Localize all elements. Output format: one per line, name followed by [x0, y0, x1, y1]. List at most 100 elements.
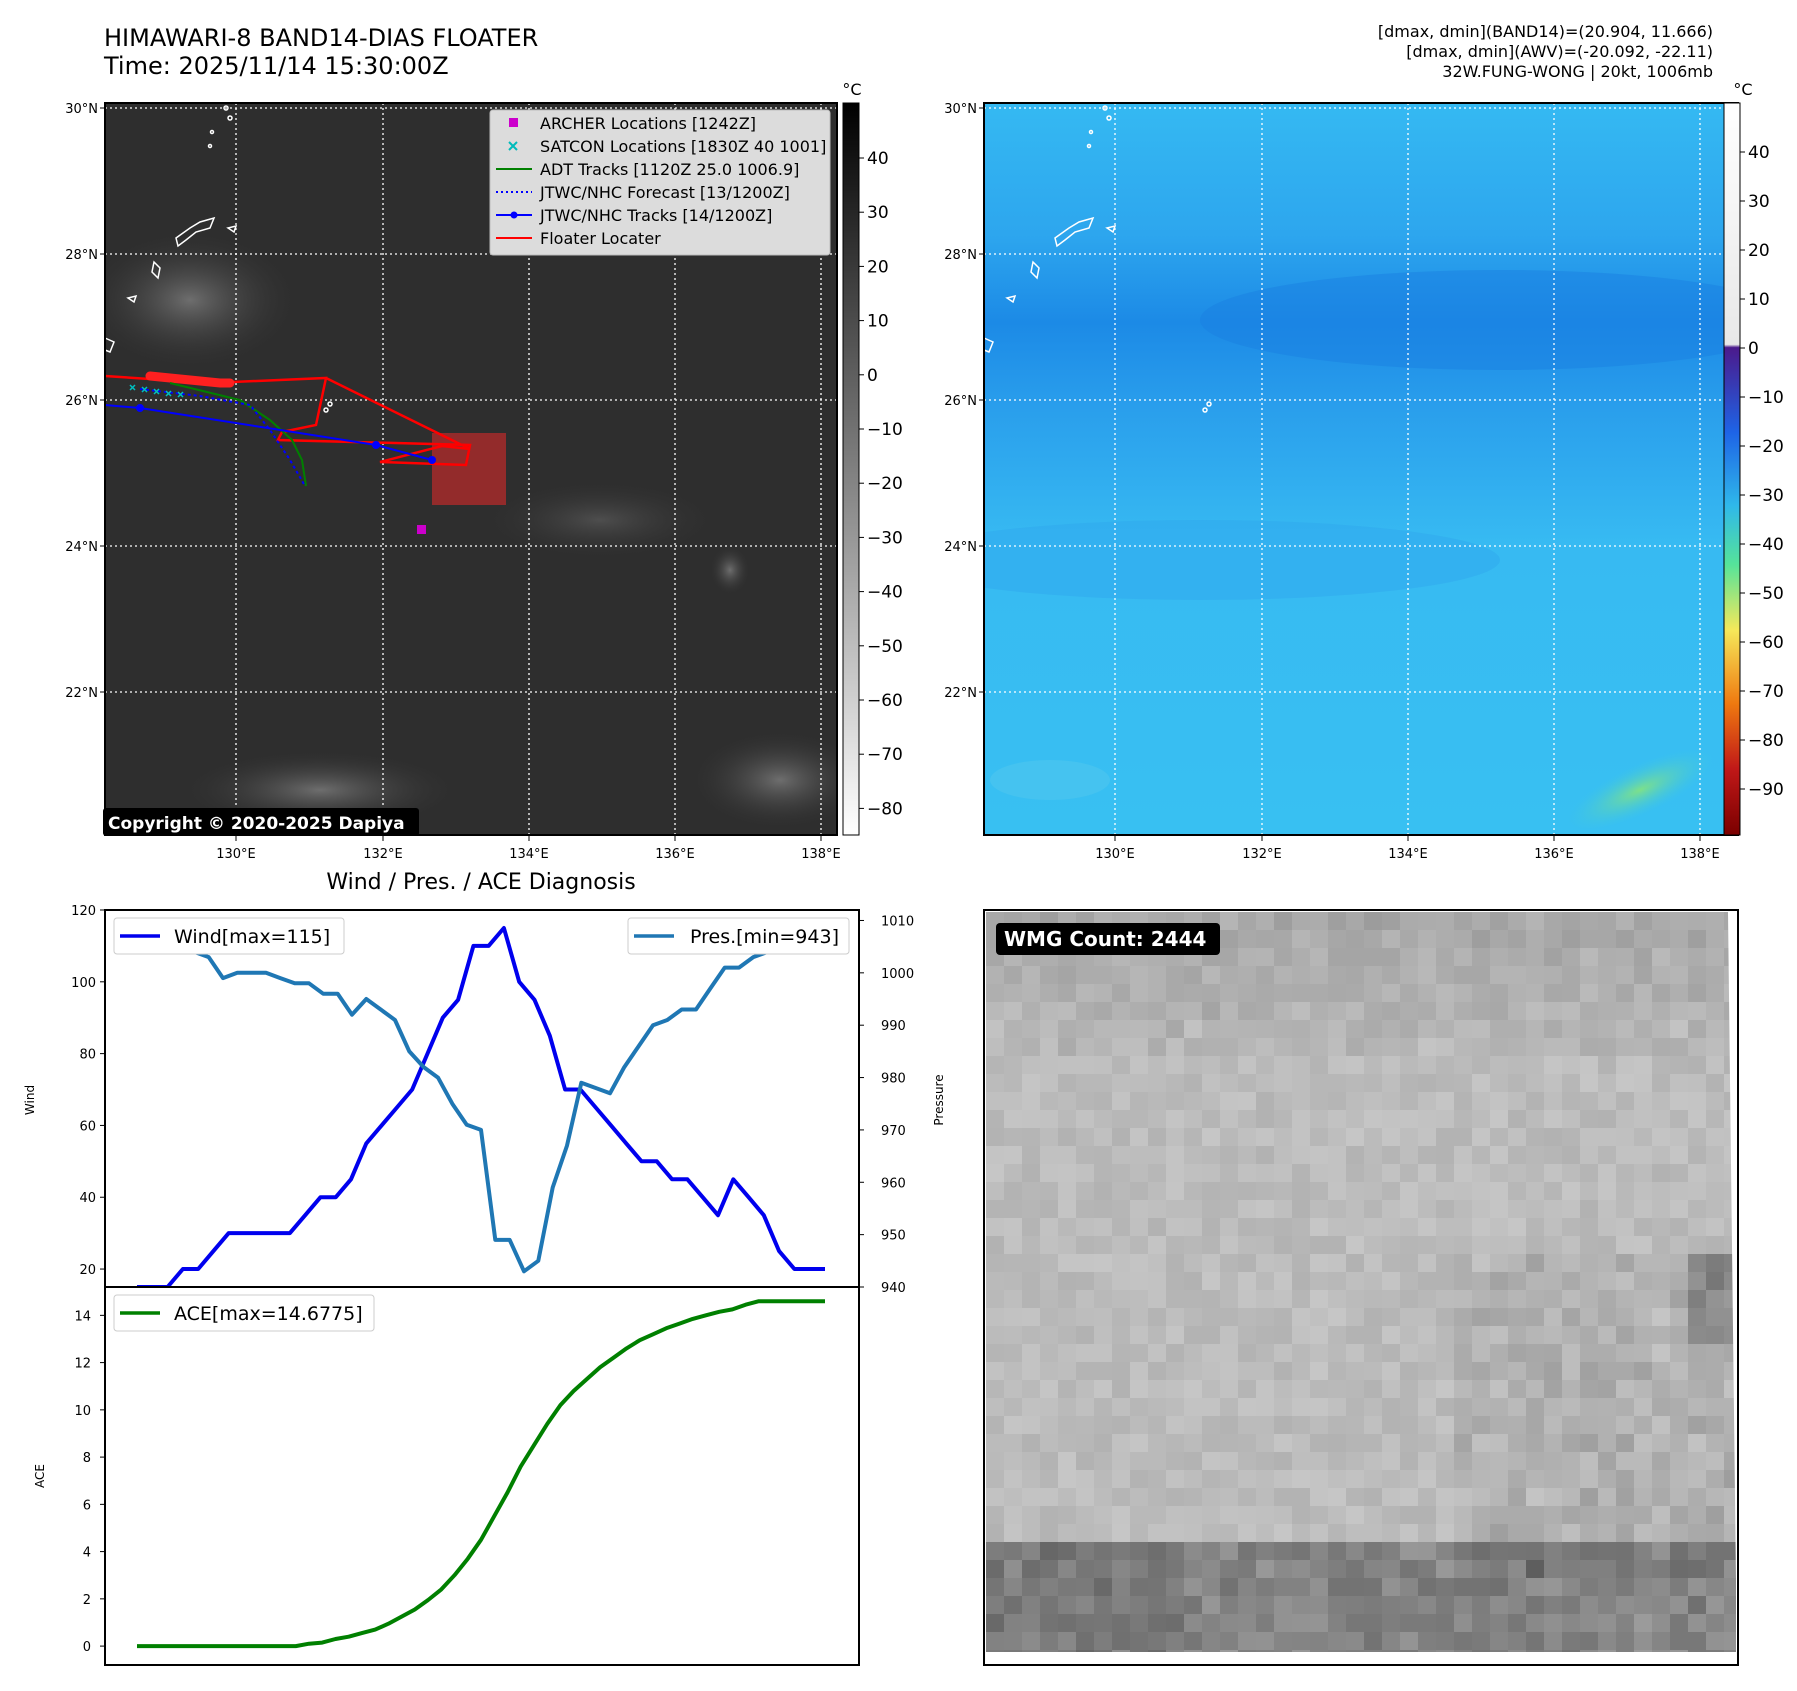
wmg-cell — [1004, 1290, 1022, 1308]
wmg-cell — [1706, 1290, 1724, 1308]
wmg-cell — [1652, 1218, 1670, 1236]
wmg-cell — [1328, 1542, 1346, 1560]
lon-tick-label: 132°E — [1242, 847, 1282, 862]
wmg-cell — [1580, 1326, 1598, 1344]
wmg-cell — [1148, 1452, 1166, 1470]
archer-marker — [417, 525, 426, 534]
wmg-cell — [1580, 930, 1598, 948]
wmg-cell — [1634, 1020, 1652, 1038]
wmg-cell — [1400, 1650, 1418, 1652]
wmg-cell — [1346, 1056, 1364, 1074]
wmg-cell — [1220, 1092, 1238, 1110]
wmg-cell — [1706, 1020, 1724, 1038]
wmg-cell — [1256, 1632, 1274, 1650]
wmg-cell — [1202, 1218, 1220, 1236]
wmg-cell — [1292, 1578, 1310, 1596]
wmg-cell — [1508, 912, 1526, 930]
wmg-cell — [1508, 1146, 1526, 1164]
wmg-cell — [1400, 1182, 1418, 1200]
wmg-cell — [1688, 1560, 1706, 1578]
wmg-cell — [1292, 1344, 1310, 1362]
wmg-cell — [1544, 1380, 1562, 1398]
wmg-cell — [1238, 1434, 1256, 1452]
wmg-cell — [1166, 1524, 1184, 1542]
wmg-cell — [1220, 948, 1238, 966]
wmg-cell — [1112, 1326, 1130, 1344]
wmg-cell — [1328, 1596, 1346, 1614]
wmg-cell — [1310, 1308, 1328, 1326]
wmg-cell — [1292, 1560, 1310, 1578]
wmg-cell — [1544, 1110, 1562, 1128]
wmg-cell — [1346, 1164, 1364, 1182]
wmg-cell — [1094, 1362, 1112, 1380]
wmg-cell — [1580, 1488, 1598, 1506]
wmg-cell — [1454, 1308, 1472, 1326]
wmg-cell — [1670, 1362, 1688, 1380]
wmg-cell — [1004, 1074, 1022, 1092]
wmg-cell — [1418, 1002, 1436, 1020]
wmg-cell — [1166, 1326, 1184, 1344]
wmg-cell — [1454, 1092, 1472, 1110]
wmg-cell — [1130, 1038, 1148, 1056]
wmg-cell — [1472, 948, 1490, 966]
wmg-cell — [1364, 1398, 1382, 1416]
wmg-cell — [1040, 1200, 1058, 1218]
wmg-cell — [1094, 1488, 1112, 1506]
wmg-cell — [1022, 1038, 1040, 1056]
wmg-cell — [1022, 1128, 1040, 1146]
wmg-cell — [1364, 1542, 1382, 1560]
wmg-cell — [1382, 1128, 1400, 1146]
wmg-cell — [1202, 1470, 1220, 1488]
wmg-cell — [1436, 1128, 1454, 1146]
wmg-cell — [1598, 1164, 1616, 1182]
wmg-cell — [1328, 1380, 1346, 1398]
wmg-cell — [1364, 1650, 1382, 1652]
wmg-cell — [986, 1470, 1004, 1488]
wmg-cell — [1508, 1056, 1526, 1074]
wmg-cell — [1706, 1308, 1724, 1326]
wmg-cell — [1598, 1362, 1616, 1380]
wmg-cell — [1292, 1542, 1310, 1560]
wmg-cell — [1526, 1344, 1544, 1362]
wmg-cell — [1580, 1632, 1598, 1650]
wmg-cell — [1256, 1488, 1274, 1506]
wmg-cell — [1130, 1650, 1148, 1652]
wmg-cell — [1274, 1596, 1292, 1614]
wmg-cell — [1634, 1038, 1652, 1056]
wmg-cell — [1382, 1452, 1400, 1470]
wmg-cell — [986, 1290, 1004, 1308]
wmg-cell — [1130, 1344, 1148, 1362]
wmg-cell — [1076, 1092, 1094, 1110]
ace-tick-label: 8 — [83, 1451, 91, 1466]
wmg-cell — [1094, 1218, 1112, 1236]
wmg-cell — [1652, 1488, 1670, 1506]
wmg-cell — [1508, 1254, 1526, 1272]
wmg-cell — [1418, 1308, 1436, 1326]
wmg-cell — [1526, 1002, 1544, 1020]
wmg-cell — [1562, 1092, 1580, 1110]
wmg-cell — [1022, 1524, 1040, 1542]
wmg-cell — [1292, 1218, 1310, 1236]
wmg-cell — [1058, 1164, 1076, 1182]
colorbar-tick-label: −20 — [1748, 437, 1784, 457]
wmg-cell — [1292, 1380, 1310, 1398]
wmg-cell — [1454, 1344, 1472, 1362]
wmg-cell — [1148, 1506, 1166, 1524]
wmg-cell — [1562, 1542, 1580, 1560]
wmg-cell — [1022, 1650, 1040, 1652]
wmg-cell — [1580, 1002, 1598, 1020]
wmg-cell — [1580, 1128, 1598, 1146]
wmg-cell — [1076, 1164, 1094, 1182]
wmg-cell — [1040, 1272, 1058, 1290]
wmg-cell — [1454, 948, 1472, 966]
wmg-cell — [1094, 1542, 1112, 1560]
wmg-cell — [1382, 1218, 1400, 1236]
wmg-cell — [1616, 948, 1634, 966]
wmg-cell — [1616, 1398, 1634, 1416]
wmg-cell — [1202, 1236, 1220, 1254]
wmg-cell — [1022, 1164, 1040, 1182]
wmg-cell — [1472, 1380, 1490, 1398]
wmg-cell — [1328, 930, 1346, 948]
wmg-cell — [1346, 1182, 1364, 1200]
